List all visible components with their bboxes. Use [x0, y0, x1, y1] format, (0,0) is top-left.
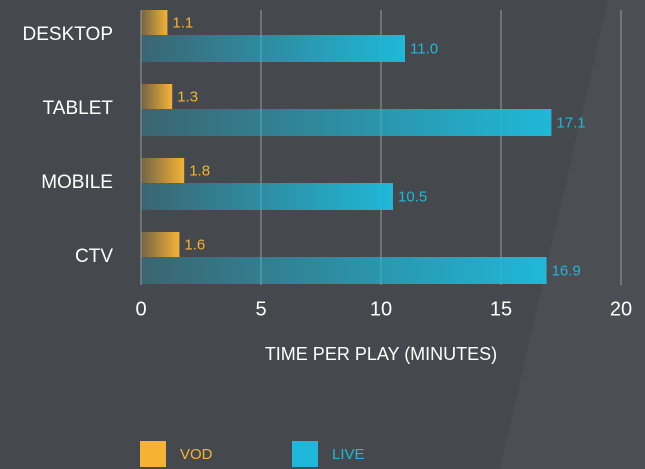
value-label: 10.5 — [398, 188, 427, 205]
bar — [141, 35, 405, 62]
legend-label: LIVE — [332, 446, 365, 463]
value-label: 17.1 — [556, 114, 585, 131]
bar — [141, 109, 552, 136]
category-label: MOBILE — [41, 172, 113, 193]
x-tick-label: 0 — [135, 298, 146, 320]
value-label: 16.9 — [552, 262, 581, 279]
bar — [141, 232, 180, 257]
category-label: CTV — [75, 246, 113, 267]
bar — [141, 10, 168, 35]
category-label: TABLET — [43, 98, 114, 119]
x-tick-label: 10 — [370, 298, 392, 320]
value-label: 1.8 — [189, 162, 210, 179]
value-label: 11.0 — [410, 40, 438, 57]
x-tick-label: 20 — [610, 298, 632, 320]
value-label: 1.1 — [172, 14, 193, 31]
x-axis-title: TIME PER PLAY (MINUTES) — [265, 344, 497, 364]
legend-swatch — [140, 441, 166, 467]
x-tick-label: 15 — [490, 298, 512, 320]
x-tick-label: 5 — [255, 298, 266, 320]
value-label: 1.6 — [184, 236, 205, 253]
legend-label: VOD — [180, 446, 213, 463]
legend-swatch — [292, 441, 318, 467]
background-stripe — [500, 0, 645, 469]
bar — [141, 158, 185, 183]
category-label: DESKTOP — [23, 24, 113, 45]
bar — [141, 84, 173, 109]
value-label: 1.3 — [177, 88, 198, 105]
bar — [141, 183, 393, 210]
bar — [141, 257, 547, 284]
